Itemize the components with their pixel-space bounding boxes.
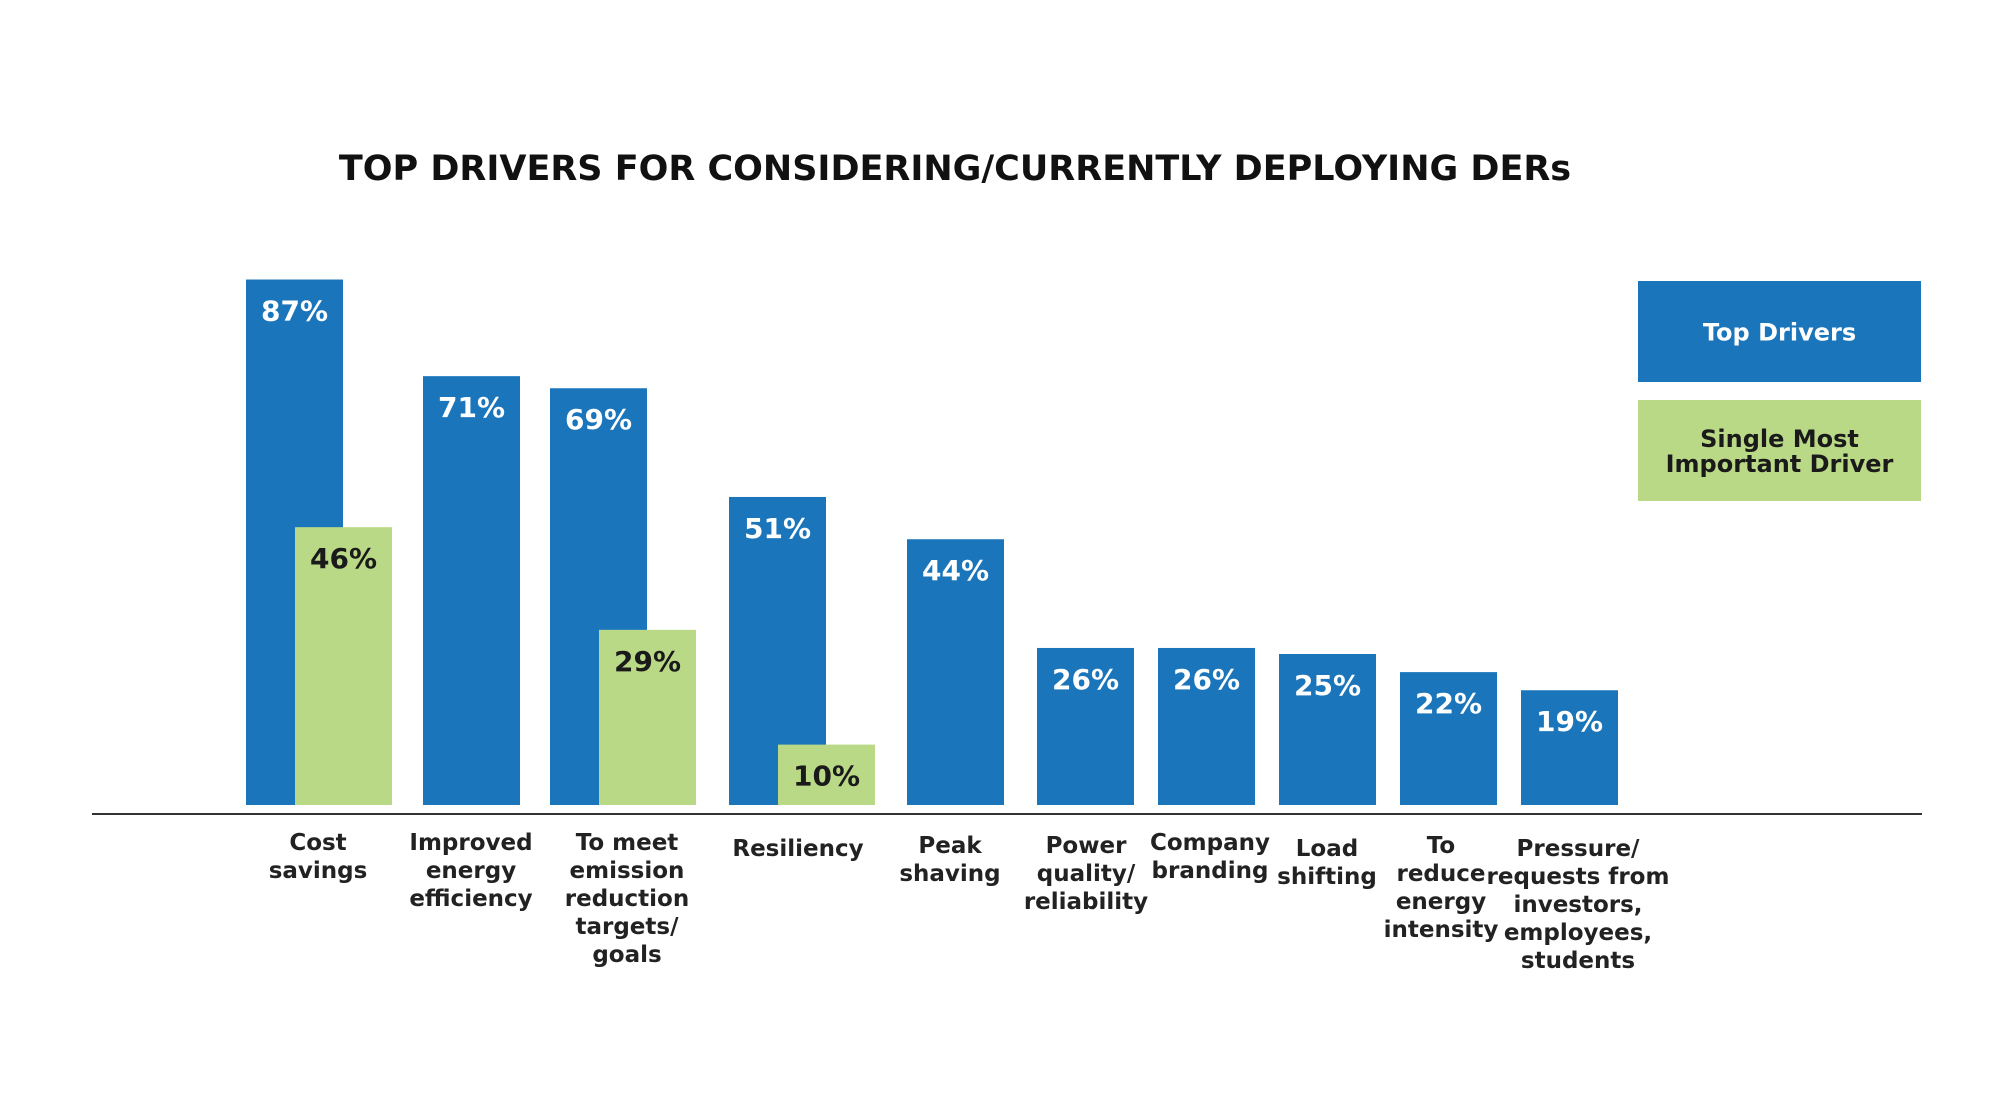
bar-value-label-single-most-important-2: 29% [614,645,681,678]
bar-single-most-important-0 [295,527,392,805]
bar-top-drivers-9 [1521,690,1618,805]
category-label-2: To meet emission reduction targets/goals [565,830,689,968]
bar-value-label-top-drivers-4: 44% [922,554,989,587]
legend-label-0: Top Drivers [1703,319,1856,347]
category-label-6: Company branding [1150,830,1270,884]
category-labels-group: Cost savings Improved energy efficiency To me… [269,830,1670,974]
bar-value-label-top-drivers-9: 19% [1536,705,1603,738]
bar-value-label-top-drivers-5: 26% [1052,663,1119,696]
bar-top-drivers-6 [1158,647,1255,805]
bar-value-label-top-drivers-7: 25% [1294,669,1361,702]
category-label-1: Improved energy efficiency [409,830,532,912]
bar-value-label-top-drivers-2: 69% [565,403,632,436]
bar-value-label-single-most-important-3: 10% [793,760,860,793]
bars-group: 87% 71% 69% 51% 44% 26% 26% 25% 22% 19% 46% 29% 10% [246,279,1618,805]
category-label-7: Load shifting [1277,836,1377,890]
bar-value-label-top-drivers-1: 71% [438,391,505,424]
category-label-0: Cost savings [269,830,368,884]
bar-single-most-important-2 [599,629,696,805]
bar-top-drivers-8 [1400,672,1497,805]
bar-top-drivers-1 [423,376,520,805]
bar-top-drivers-5 [1037,647,1134,805]
bar-value-label-top-drivers-8: 22% [1415,687,1482,720]
legend-label-1: Single Most Important Driver [1666,425,1894,478]
bar-top-drivers-7 [1279,654,1376,805]
bar-value-label-top-drivers-3: 51% [744,512,811,545]
bar-top-drivers-4 [907,539,1004,805]
chart-title: TOP DRIVERS FOR CONSIDERING/CURRENTLY DE… [339,149,1571,189]
legend-swatch-0 [1638,281,1921,382]
category-label-5: Power quality/reliability [1024,833,1148,915]
category-label-9: Pressure/requests from investors, employee… [1487,836,1670,974]
bar-value-label-single-most-important-0: 46% [310,542,377,575]
category-label-8: To reduce energy intensity [1384,833,1499,943]
bar-value-label-top-drivers-6: 26% [1173,663,1240,696]
category-label-3: Resiliency [732,836,863,862]
legend: Top Drivers Single Most Important Driver [1638,281,1921,501]
bar-single-most-important-3 [778,744,875,805]
legend-swatch-1 [1638,400,1921,501]
category-label-4: Peak shaving [899,833,1000,887]
bar-value-label-top-drivers-0: 87% [261,295,328,328]
